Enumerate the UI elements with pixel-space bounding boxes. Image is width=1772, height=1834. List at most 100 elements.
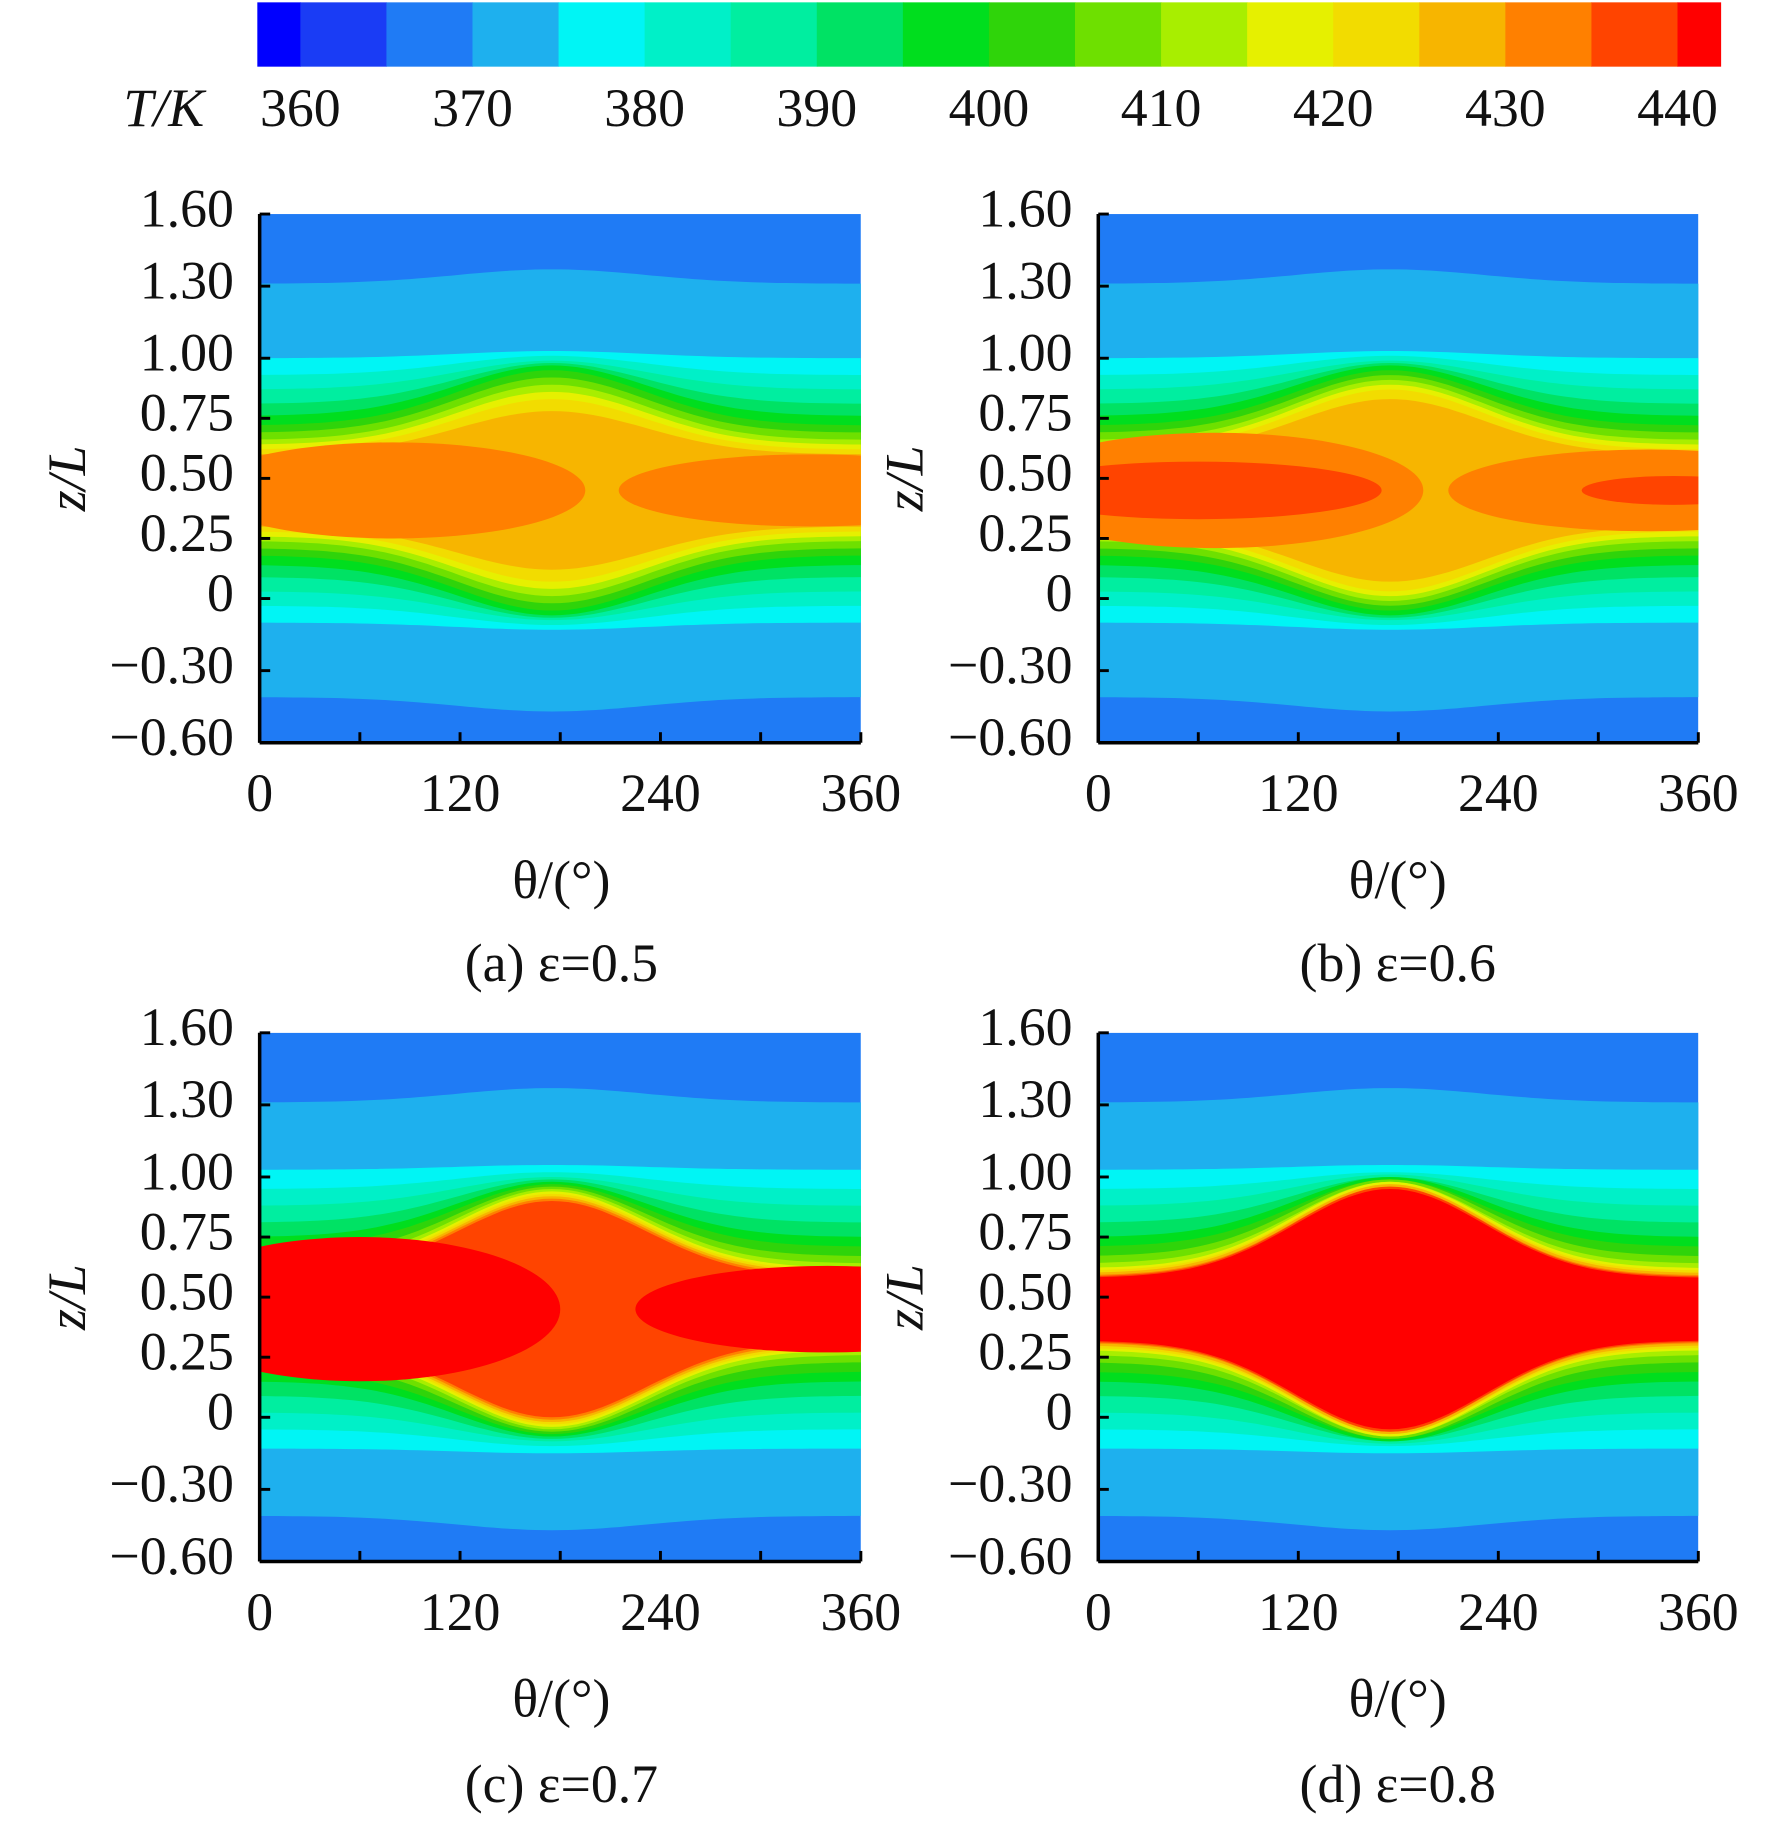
y-tick-label: 1.00: [978, 1141, 1072, 1201]
x-tick-label: 0: [1085, 763, 1112, 823]
colorbar-tick-label: 380: [604, 78, 685, 138]
panel-caption: (c) ε=0.7: [465, 1754, 658, 1814]
x-tick-label: 120: [420, 763, 501, 823]
colorbar-band: [902, 2, 990, 67]
colorbar-band: [472, 2, 560, 67]
y-tick-label: 0: [1046, 563, 1073, 623]
x-tick-label: 0: [1085, 1582, 1112, 1642]
y-axis-label: z/L: [37, 445, 97, 512]
contour-band: [259, 1237, 561, 1382]
x-axis-label: θ/(°): [1349, 1669, 1447, 1729]
colorbar-band: [730, 2, 818, 67]
x-axis-label: θ/(°): [1349, 850, 1447, 910]
x-tick-label: 240: [620, 763, 701, 823]
x-tick-label: 240: [620, 1582, 701, 1642]
colorbar-tick-label: 400: [949, 78, 1030, 138]
x-tick-label: 240: [1458, 763, 1539, 823]
colorbar-tick-label: 360: [260, 78, 341, 138]
colorbar-tick-label: 430: [1465, 78, 1546, 138]
y-tick-label: 0.50: [140, 1261, 234, 1321]
panel-caption: (b) ε=0.6: [1300, 933, 1496, 993]
contour-band: [259, 442, 586, 539]
contour-band: [1581, 475, 1699, 505]
colorbar-tick-label: 440: [1637, 78, 1718, 138]
y-tick-label: 1.30: [978, 1069, 1072, 1129]
colorbar-band: [558, 2, 646, 67]
x-tick-label: 360: [821, 763, 902, 823]
colorbar-tick-label: 420: [1293, 78, 1374, 138]
colorbar-tick-label: 390: [776, 78, 857, 138]
y-tick-label: 0: [207, 1382, 234, 1442]
colorbar-band: [300, 2, 388, 67]
y-tick-label: −0.30: [948, 1454, 1072, 1514]
x-tick-label: 360: [821, 1582, 902, 1642]
x-tick-label: 0: [246, 763, 273, 823]
contour-band: [1448, 449, 1699, 532]
contour-band: [1098, 1188, 1699, 1430]
y-tick-label: 0: [1046, 1382, 1073, 1442]
y-tick-label: 1.30: [978, 250, 1072, 310]
contour-band: [635, 1265, 861, 1353]
colorbar-band: [644, 2, 732, 67]
colorbar-band: [1247, 2, 1334, 67]
y-tick-label: 0: [207, 563, 234, 623]
colorbar-band: [1677, 2, 1722, 67]
y-tick-label: 0.25: [978, 1322, 1072, 1382]
y-tick-label: −0.30: [948, 635, 1072, 695]
colorbar-band: [1161, 2, 1248, 67]
y-axis-label: z/L: [874, 445, 934, 512]
y-tick-label: 1.00: [140, 323, 234, 383]
y-tick-label: 0.25: [140, 1322, 234, 1382]
colorbar-band: [257, 2, 301, 67]
y-tick-label: 1.60: [978, 178, 1072, 238]
y-tick-label: 1.00: [140, 1141, 234, 1201]
contour-field: [1098, 214, 1699, 743]
colorbar-band: [1074, 2, 1162, 67]
y-tick-label: 1.00: [978, 323, 1072, 383]
y-tick-label: −0.60: [109, 707, 233, 767]
contour-band: [618, 454, 861, 527]
y-axis-label: z/L: [874, 1264, 934, 1331]
y-tick-label: 1.30: [140, 1069, 234, 1129]
colorbar-band: [1591, 2, 1679, 67]
colorbar-tick-label: 370: [432, 78, 513, 138]
x-axis-label: θ/(°): [512, 850, 610, 910]
x-tick-label: 240: [1458, 1582, 1539, 1642]
colorbar-tick-label: 410: [1121, 78, 1202, 138]
x-tick-label: 0: [246, 1582, 273, 1642]
y-tick-label: −0.30: [109, 635, 233, 695]
y-tick-label: 0.25: [978, 503, 1072, 563]
y-tick-label: 1.60: [140, 178, 234, 238]
x-tick-label: 360: [1658, 763, 1739, 823]
y-tick-label: 0.75: [978, 383, 1072, 443]
y-tick-label: 1.60: [978, 997, 1072, 1057]
y-tick-label: 0.75: [978, 1201, 1072, 1261]
y-tick-label: 1.60: [140, 997, 234, 1057]
colorbar-band: [816, 2, 904, 67]
y-tick-label: 0.50: [140, 443, 234, 503]
y-tick-label: 1.30: [140, 250, 234, 310]
colorbar-band: [1419, 2, 1506, 67]
x-tick-label: 360: [1658, 1582, 1739, 1642]
y-tick-label: −0.60: [948, 1526, 1072, 1586]
y-tick-label: 0.75: [140, 383, 234, 443]
y-tick-label: −0.60: [948, 707, 1072, 767]
contour-band: [1098, 461, 1382, 520]
panel-caption: (d) ε=0.8: [1300, 1754, 1496, 1814]
y-axis-label: z/L: [37, 1264, 97, 1331]
colorbar-band: [988, 2, 1076, 67]
x-tick-label: 120: [420, 1582, 501, 1642]
colorbar-title: T/K: [123, 78, 207, 138]
colorbar-band: [386, 2, 474, 67]
contour-field: [259, 1032, 861, 1562]
y-tick-label: 0.50: [978, 443, 1072, 503]
panel-caption: (a) ε=0.5: [465, 933, 658, 993]
x-tick-label: 120: [1258, 1582, 1339, 1642]
contour-field: [259, 214, 861, 743]
y-tick-label: −0.60: [109, 1526, 233, 1586]
y-tick-label: −0.30: [109, 1454, 233, 1514]
y-tick-label: 0.75: [140, 1201, 234, 1261]
colorbar-band: [1333, 2, 1420, 67]
contour-field: [1098, 1032, 1699, 1562]
